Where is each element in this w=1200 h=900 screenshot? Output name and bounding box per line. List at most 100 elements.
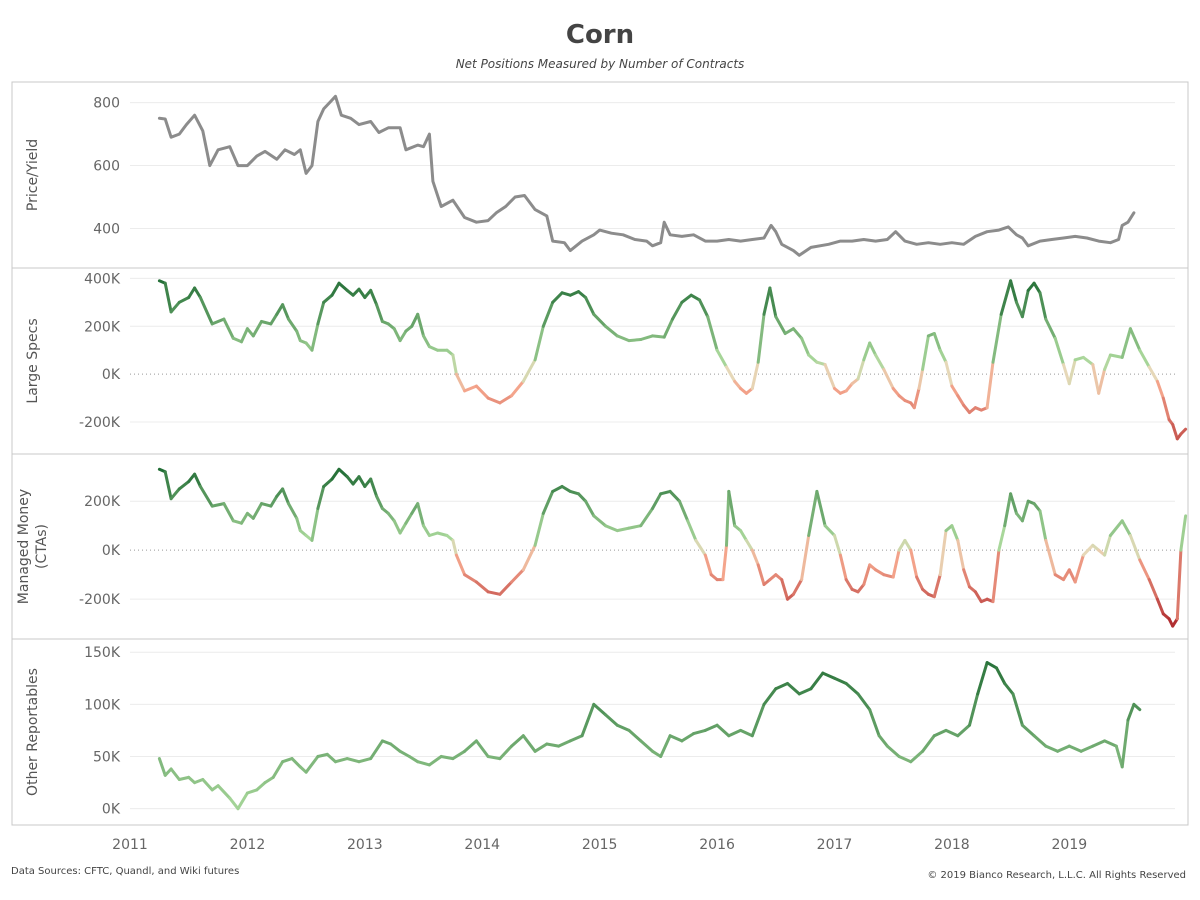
series-segment-other_reportables [357, 757, 373, 764]
series-segment-other_reportables [932, 728, 948, 738]
x-tick-label: 2018 [934, 837, 970, 853]
series-segment-managed_money [833, 534, 842, 557]
series-segment-large_specs [398, 329, 408, 343]
series-segment-managed_money [856, 583, 866, 594]
series-segment-managed_money [560, 485, 572, 493]
y-tick-label-other_reportables: 100K [84, 697, 121, 713]
series-segment-large_specs [1179, 427, 1188, 436]
series-segment-large_specs [844, 382, 854, 393]
series-segment-large_specs [604, 324, 619, 338]
series-segment-large_specs [725, 365, 737, 383]
series-segment-large_specs [1038, 291, 1048, 321]
series-segment-managed_money [703, 553, 713, 577]
series-segment-other_reportables [1126, 702, 1136, 722]
series-segment-managed_money [404, 511, 414, 525]
series-segment-large_specs [856, 358, 866, 381]
series-segment-managed_money [1175, 548, 1183, 621]
series-segment-other_reportables [615, 723, 631, 732]
series-segment-large_specs [392, 327, 402, 343]
series-segment-large_specs [541, 300, 555, 328]
series-segment-managed_money [330, 467, 341, 481]
series-segment-large_specs [422, 334, 431, 349]
series-segment-large_specs [337, 281, 349, 292]
series-segment-managed_money [800, 534, 811, 582]
series-segment-managed_money [1081, 543, 1095, 557]
series-segment-large_specs [932, 332, 942, 352]
series-segment-managed_money [659, 489, 672, 496]
series-segment-managed_money [316, 485, 326, 510]
series-segment-large_specs [474, 384, 490, 400]
series-segment-managed_money [725, 489, 731, 547]
series-segment-managed_money [1128, 534, 1142, 562]
series-segment-managed_money [1120, 519, 1132, 537]
series-segment-large_specs [1161, 396, 1171, 422]
series-segment-managed_money [897, 538, 907, 552]
series-segment-managed_money [260, 502, 273, 508]
series-segment-managed_money [1044, 538, 1057, 577]
series-segment-large_specs [1009, 279, 1018, 304]
series-segment-large_specs [917, 367, 925, 390]
series-segment-managed_money [322, 477, 334, 488]
series-segment-other_reportables [956, 723, 971, 738]
series-segment-other_reportables [568, 734, 584, 743]
series-segment-other_reportables [885, 744, 901, 758]
series-segment-large_specs [715, 348, 728, 369]
series-segment-managed_money [486, 590, 502, 596]
series-segment-other_reportables [334, 757, 349, 764]
series-segment-other_reportables [255, 781, 267, 792]
series-segment-managed_money [1103, 534, 1112, 557]
series-segment-managed_money [369, 477, 379, 498]
series-segment-other_reportables [486, 755, 502, 761]
series-segment-large_specs [222, 317, 235, 340]
series-segment-large_specs [551, 291, 564, 304]
series-line-price [157, 94, 1136, 257]
y-axis-label-large_specs: Large Specs [25, 318, 41, 403]
series-segment-other_reportables [545, 742, 561, 748]
series-segment-managed_money [721, 543, 728, 582]
series-segment-large_specs [1120, 327, 1132, 359]
series-segment-managed_money [345, 475, 355, 486]
series-segment-other_reportables [976, 661, 989, 696]
series-segment-large_specs [187, 286, 197, 299]
series-segment-managed_money [422, 524, 431, 537]
series-segment-other_reportables [407, 755, 420, 764]
series-segment-managed_money [386, 511, 396, 523]
series-segment-large_specs [774, 315, 787, 335]
y-tick-label-large_specs: 0K [102, 367, 121, 383]
series-segment-managed_money [615, 526, 631, 533]
series-segment-managed_money [269, 494, 279, 508]
series-segment-large_specs [862, 341, 872, 362]
series-segment-managed_money [310, 507, 320, 542]
series-segment-other_reportables [844, 682, 860, 696]
series-segment-other_reportables [703, 723, 719, 732]
y-axis-label-managed_money: (CTAs) [34, 524, 50, 569]
series-segment-managed_money [909, 548, 919, 579]
series-segment-other_reportables [739, 728, 754, 738]
series-segment-large_specs [1097, 367, 1107, 395]
series-segment-other_reportables [290, 757, 302, 769]
series-segment-large_specs [868, 341, 878, 357]
series-segment-large_specs [762, 286, 772, 316]
series-segment-other_reportables [944, 728, 960, 738]
series-segment-managed_money [533, 511, 545, 547]
series-segment-large_specs [177, 296, 191, 304]
series-segment-managed_money [956, 538, 966, 572]
series-segment-large_specs [783, 327, 795, 335]
series-segment-other_reportables [833, 676, 848, 685]
series-segment-large_specs [891, 387, 901, 398]
series-segment-large_specs [310, 322, 320, 352]
series-segment-managed_money [498, 580, 514, 596]
series-segment-managed_money [1108, 519, 1124, 537]
series-segment-large_specs [533, 324, 545, 362]
series-segment-large_specs [999, 279, 1013, 316]
series-segment-other_reportables [369, 739, 384, 761]
series-segment-large_specs [698, 298, 710, 319]
y-tick-label-managed_money: 200K [84, 494, 121, 510]
series-segment-other_reportables [1056, 744, 1071, 753]
series-segment-other_reportables [201, 778, 214, 792]
series-segment-managed_money [551, 485, 564, 493]
y-tick-label-managed_money: -200K [79, 592, 121, 608]
series-segment-large_specs [706, 315, 719, 352]
series-segment-other_reportables [1020, 723, 1036, 738]
series-segment-managed_money [932, 573, 942, 599]
